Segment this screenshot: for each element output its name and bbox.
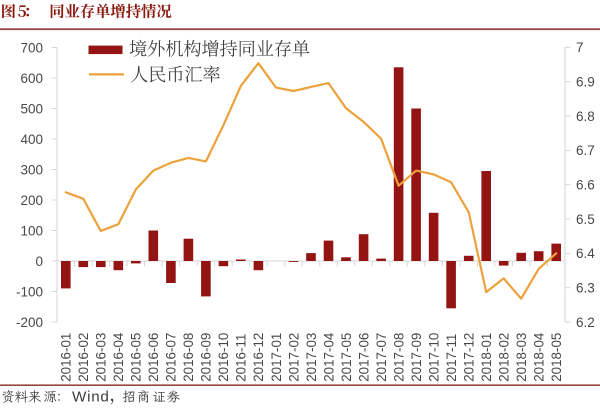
svg-text:2016-11: 2016-11 bbox=[234, 334, 249, 382]
svg-text:2018-01: 2018-01 bbox=[479, 333, 494, 382]
svg-text:2017-03: 2017-03 bbox=[304, 333, 319, 382]
svg-text:0: 0 bbox=[35, 254, 43, 269]
svg-text:6.3: 6.3 bbox=[576, 281, 595, 296]
svg-text:7: 7 bbox=[576, 40, 584, 55]
svg-text:6.6: 6.6 bbox=[576, 178, 595, 193]
svg-text:2016-07: 2016-07 bbox=[164, 333, 179, 382]
svg-text:2016-10: 2016-10 bbox=[216, 333, 231, 382]
svg-text:200: 200 bbox=[20, 193, 43, 208]
svg-text:2016-06: 2016-06 bbox=[146, 333, 161, 382]
svg-text:2017-09: 2017-09 bbox=[409, 333, 424, 382]
svg-text:-100: -100 bbox=[16, 284, 43, 299]
svg-text:Wind: Wind bbox=[72, 389, 110, 405]
svg-text:2016-12: 2016-12 bbox=[251, 333, 266, 382]
svg-text:2017-12: 2017-12 bbox=[462, 333, 477, 382]
svg-text:6.9: 6.9 bbox=[576, 75, 595, 90]
svg-text:2016-08: 2016-08 bbox=[181, 333, 196, 382]
svg-text:2018-05: 2018-05 bbox=[549, 333, 564, 382]
svg-text:2017-05: 2017-05 bbox=[339, 333, 354, 382]
svg-text:2016-04: 2016-04 bbox=[111, 332, 126, 382]
svg-text:700: 700 bbox=[20, 40, 43, 55]
svg-text:400: 400 bbox=[20, 132, 43, 147]
svg-text:300: 300 bbox=[20, 162, 43, 177]
svg-text:2018-03: 2018-03 bbox=[514, 333, 529, 382]
svg-text:2017-06: 2017-06 bbox=[356, 333, 371, 382]
svg-text:2017-11: 2017-11 bbox=[444, 334, 459, 382]
svg-text:2017-01: 2017-01 bbox=[269, 333, 284, 382]
svg-text:100: 100 bbox=[20, 223, 43, 238]
svg-text:2016-09: 2016-09 bbox=[199, 333, 214, 382]
svg-text:6.5: 6.5 bbox=[576, 212, 595, 227]
svg-text:-200: -200 bbox=[16, 315, 43, 330]
svg-text:6.4: 6.4 bbox=[576, 246, 595, 261]
svg-text:2016-05: 2016-05 bbox=[129, 333, 144, 382]
svg-text:6.2: 6.2 bbox=[576, 315, 595, 330]
svg-text:2017-08: 2017-08 bbox=[391, 333, 406, 382]
svg-text:2017-02: 2017-02 bbox=[286, 333, 301, 382]
svg-text:2018-04: 2018-04 bbox=[532, 332, 547, 382]
svg-text:2018-02: 2018-02 bbox=[497, 333, 512, 382]
svg-text:500: 500 bbox=[20, 101, 43, 116]
svg-text:2016-01: 2016-01 bbox=[59, 333, 74, 382]
svg-text:2017-07: 2017-07 bbox=[374, 333, 389, 382]
svg-text:2017-04: 2017-04 bbox=[321, 332, 336, 382]
svg-text:6.8: 6.8 bbox=[576, 109, 595, 124]
svg-text:2017-10: 2017-10 bbox=[426, 333, 441, 382]
svg-text:2016-02: 2016-02 bbox=[76, 333, 91, 382]
svg-text:6.7: 6.7 bbox=[576, 143, 595, 158]
svg-text:2016-03: 2016-03 bbox=[94, 333, 109, 382]
svg-text:600: 600 bbox=[20, 71, 43, 86]
